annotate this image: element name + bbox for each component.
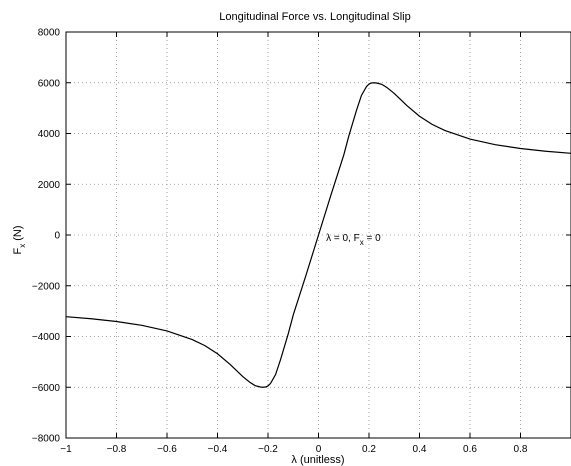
x-tick-label: 0.8 [514, 444, 528, 455]
grid-lines [66, 32, 571, 438]
x-tick-label: −0.4 [208, 444, 228, 455]
x-ticks: −1 −0.8 −0.6 −0.4 −0.2 0 0.2 0.4 0.6 0.8 [60, 32, 528, 455]
annotation-text-b: = 0 [364, 233, 381, 244]
y-tick-label: −6000 [32, 383, 61, 394]
y-tick-label: 2000 [38, 180, 61, 191]
y-tick-label: −4000 [32, 332, 61, 343]
y-tick-label: −8000 [32, 434, 61, 445]
x-tick-label: −0.2 [258, 444, 278, 455]
y-tick-label: 0 [54, 231, 60, 242]
y-axis-label-main: F [12, 248, 24, 255]
y-axis-label: Fx (N) [12, 225, 27, 254]
x-tick-label: 0.4 [413, 444, 427, 455]
y-axis-label-rest: (N) [12, 225, 24, 243]
y-tick-label: −2000 [32, 281, 61, 292]
x-tick-label: 0.6 [463, 444, 477, 455]
y-tick-label: 8000 [38, 28, 61, 39]
x-axis-label: λ (unitless) [291, 454, 344, 466]
x-tick-label: −1 [60, 444, 72, 455]
chart-title: Longitudinal Force vs. Longitudinal Slip [219, 11, 410, 23]
y-axis-label-sub: x [18, 244, 27, 248]
annotation: λ = 0, Fx = 0 [326, 233, 381, 247]
plot-frame [65, 31, 571, 439]
y-ticks: −8000 −6000 −4000 −2000 0 2000 4000 6000 8000 [32, 28, 571, 445]
y-tick-label: 6000 [38, 78, 61, 89]
annotation-sub: x [360, 238, 364, 247]
y-tick-label: 4000 [38, 129, 61, 140]
x-tick-label: 0 [316, 444, 322, 455]
x-tick-label: 0.2 [362, 444, 376, 455]
x-tick-label: −0.8 [107, 444, 127, 455]
x-tick-label: −0.6 [157, 444, 177, 455]
series-line [65, 82, 571, 388]
annotation-text-a: λ = 0, F [326, 233, 360, 244]
